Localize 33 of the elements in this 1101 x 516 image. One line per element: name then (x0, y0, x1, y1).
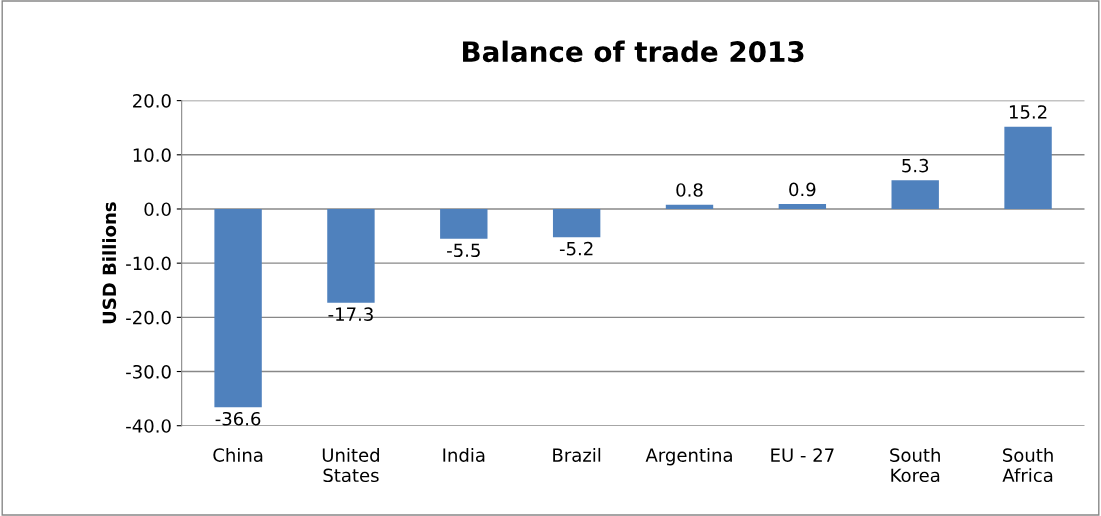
y-tick-label: -40.0 (126, 419, 171, 433)
y-tick-label: 0.0 (144, 202, 171, 217)
y-tick-label: 10.0 (133, 148, 171, 162)
data-label: 5.3 (902, 158, 929, 173)
bar (1004, 126, 1052, 209)
data-label: 0.8 (676, 183, 703, 197)
bar (214, 208, 262, 408)
x-tick-label: Brazil (553, 447, 601, 462)
bar (552, 208, 601, 238)
data-label: -36.6 (215, 411, 261, 426)
data-label: 15.2 (1009, 105, 1047, 119)
y-tick-label: -10.0 (126, 256, 171, 271)
data-label: -5.2 (559, 241, 593, 256)
x-tick-label: United States (322, 447, 379, 483)
x-tick-label: India (443, 447, 485, 462)
x-tick-label: EU - 27 (771, 448, 834, 462)
bar (891, 180, 939, 209)
bar (665, 204, 714, 209)
y-tick-label: 20.0 (133, 94, 171, 108)
bar (440, 208, 488, 239)
x-tick-label: Argentina (645, 447, 732, 466)
data-label: -17.3 (328, 307, 373, 322)
chart-title: Balance of trade 2013 (463, 40, 804, 63)
data-label: 0.9 (789, 182, 816, 197)
bar (327, 208, 375, 303)
x-tick-label: South Africa (1002, 447, 1053, 483)
bar (778, 204, 827, 209)
y-tick-label: -30.0 (126, 364, 171, 379)
y-tick-label: -20.0 (126, 310, 171, 325)
x-tick-label: South Korea (890, 447, 940, 483)
x-tick-label: China (213, 447, 263, 462)
y-axis-title: USD Billions (102, 202, 117, 324)
data-label: -5.5 (447, 243, 480, 258)
